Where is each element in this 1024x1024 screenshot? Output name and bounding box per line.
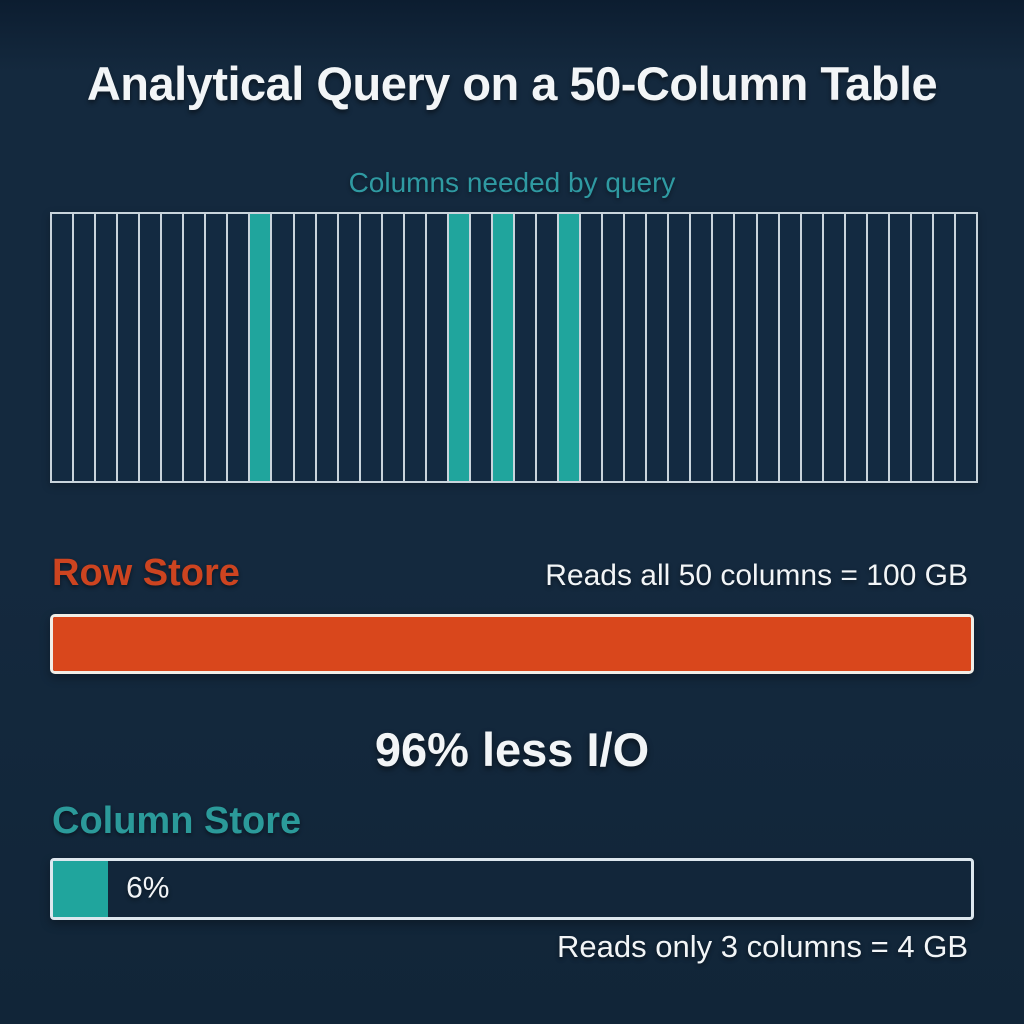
row-store-bar-fill <box>53 617 971 671</box>
column-store-annotation: Reads only 3 columns = 4 GB <box>557 929 968 964</box>
column-store-bar-fill <box>53 861 109 917</box>
table-column <box>647 214 670 481</box>
savings-callout: 96% less I/O <box>374 723 650 776</box>
table-column <box>581 214 604 481</box>
table-column <box>713 214 736 481</box>
table-column <box>404 214 427 481</box>
grid-caption: Columns needed by query <box>348 167 676 198</box>
table-column <box>757 214 780 481</box>
table-column <box>140 214 163 481</box>
column-store-value-label: 6% <box>126 871 170 905</box>
table-column <box>118 214 141 481</box>
column-grid <box>50 212 978 483</box>
table-column <box>74 214 97 481</box>
table-column <box>426 214 449 481</box>
table-column-highlighted <box>250 214 273 481</box>
table-column <box>625 214 648 481</box>
table-column <box>669 214 692 481</box>
table-column-highlighted <box>559 214 582 481</box>
table-column <box>316 214 339 481</box>
table-column <box>514 214 538 481</box>
table-column <box>184 214 207 481</box>
table-column <box>801 214 824 481</box>
table-column <box>779 214 802 481</box>
table-column-highlighted <box>448 214 471 481</box>
table-column <box>735 214 758 481</box>
table-column <box>537 214 560 481</box>
table-column <box>470 214 493 481</box>
table-column <box>955 214 976 481</box>
table-column <box>206 214 229 481</box>
table-column <box>845 214 868 481</box>
table-column <box>338 214 361 481</box>
column-store-label: Column Store <box>52 800 302 842</box>
column-store-bar: 6% <box>50 858 974 920</box>
table-column <box>382 214 405 481</box>
table-column <box>52 214 75 481</box>
table-column <box>162 214 185 481</box>
table-column <box>294 214 317 481</box>
table-column <box>911 214 934 481</box>
table-column <box>228 214 251 481</box>
table-column <box>691 214 714 481</box>
table-column <box>360 214 383 481</box>
table-column <box>96 214 119 481</box>
row-store-header: Row Store Reads all 50 columns = 100 GB <box>52 552 968 595</box>
row-store-bar <box>50 614 974 674</box>
page-title: Analytical Query on a 50-Column Table <box>86 57 938 110</box>
table-column-highlighted <box>492 214 515 481</box>
table-column <box>603 214 626 481</box>
row-store-annotation: Reads all 50 columns = 100 GB <box>545 559 968 592</box>
table-column <box>823 214 846 481</box>
table-column <box>933 214 956 481</box>
table-column <box>867 214 890 481</box>
row-store-label: Row Store <box>52 552 240 594</box>
table-column <box>272 214 295 481</box>
table-column <box>889 214 912 481</box>
